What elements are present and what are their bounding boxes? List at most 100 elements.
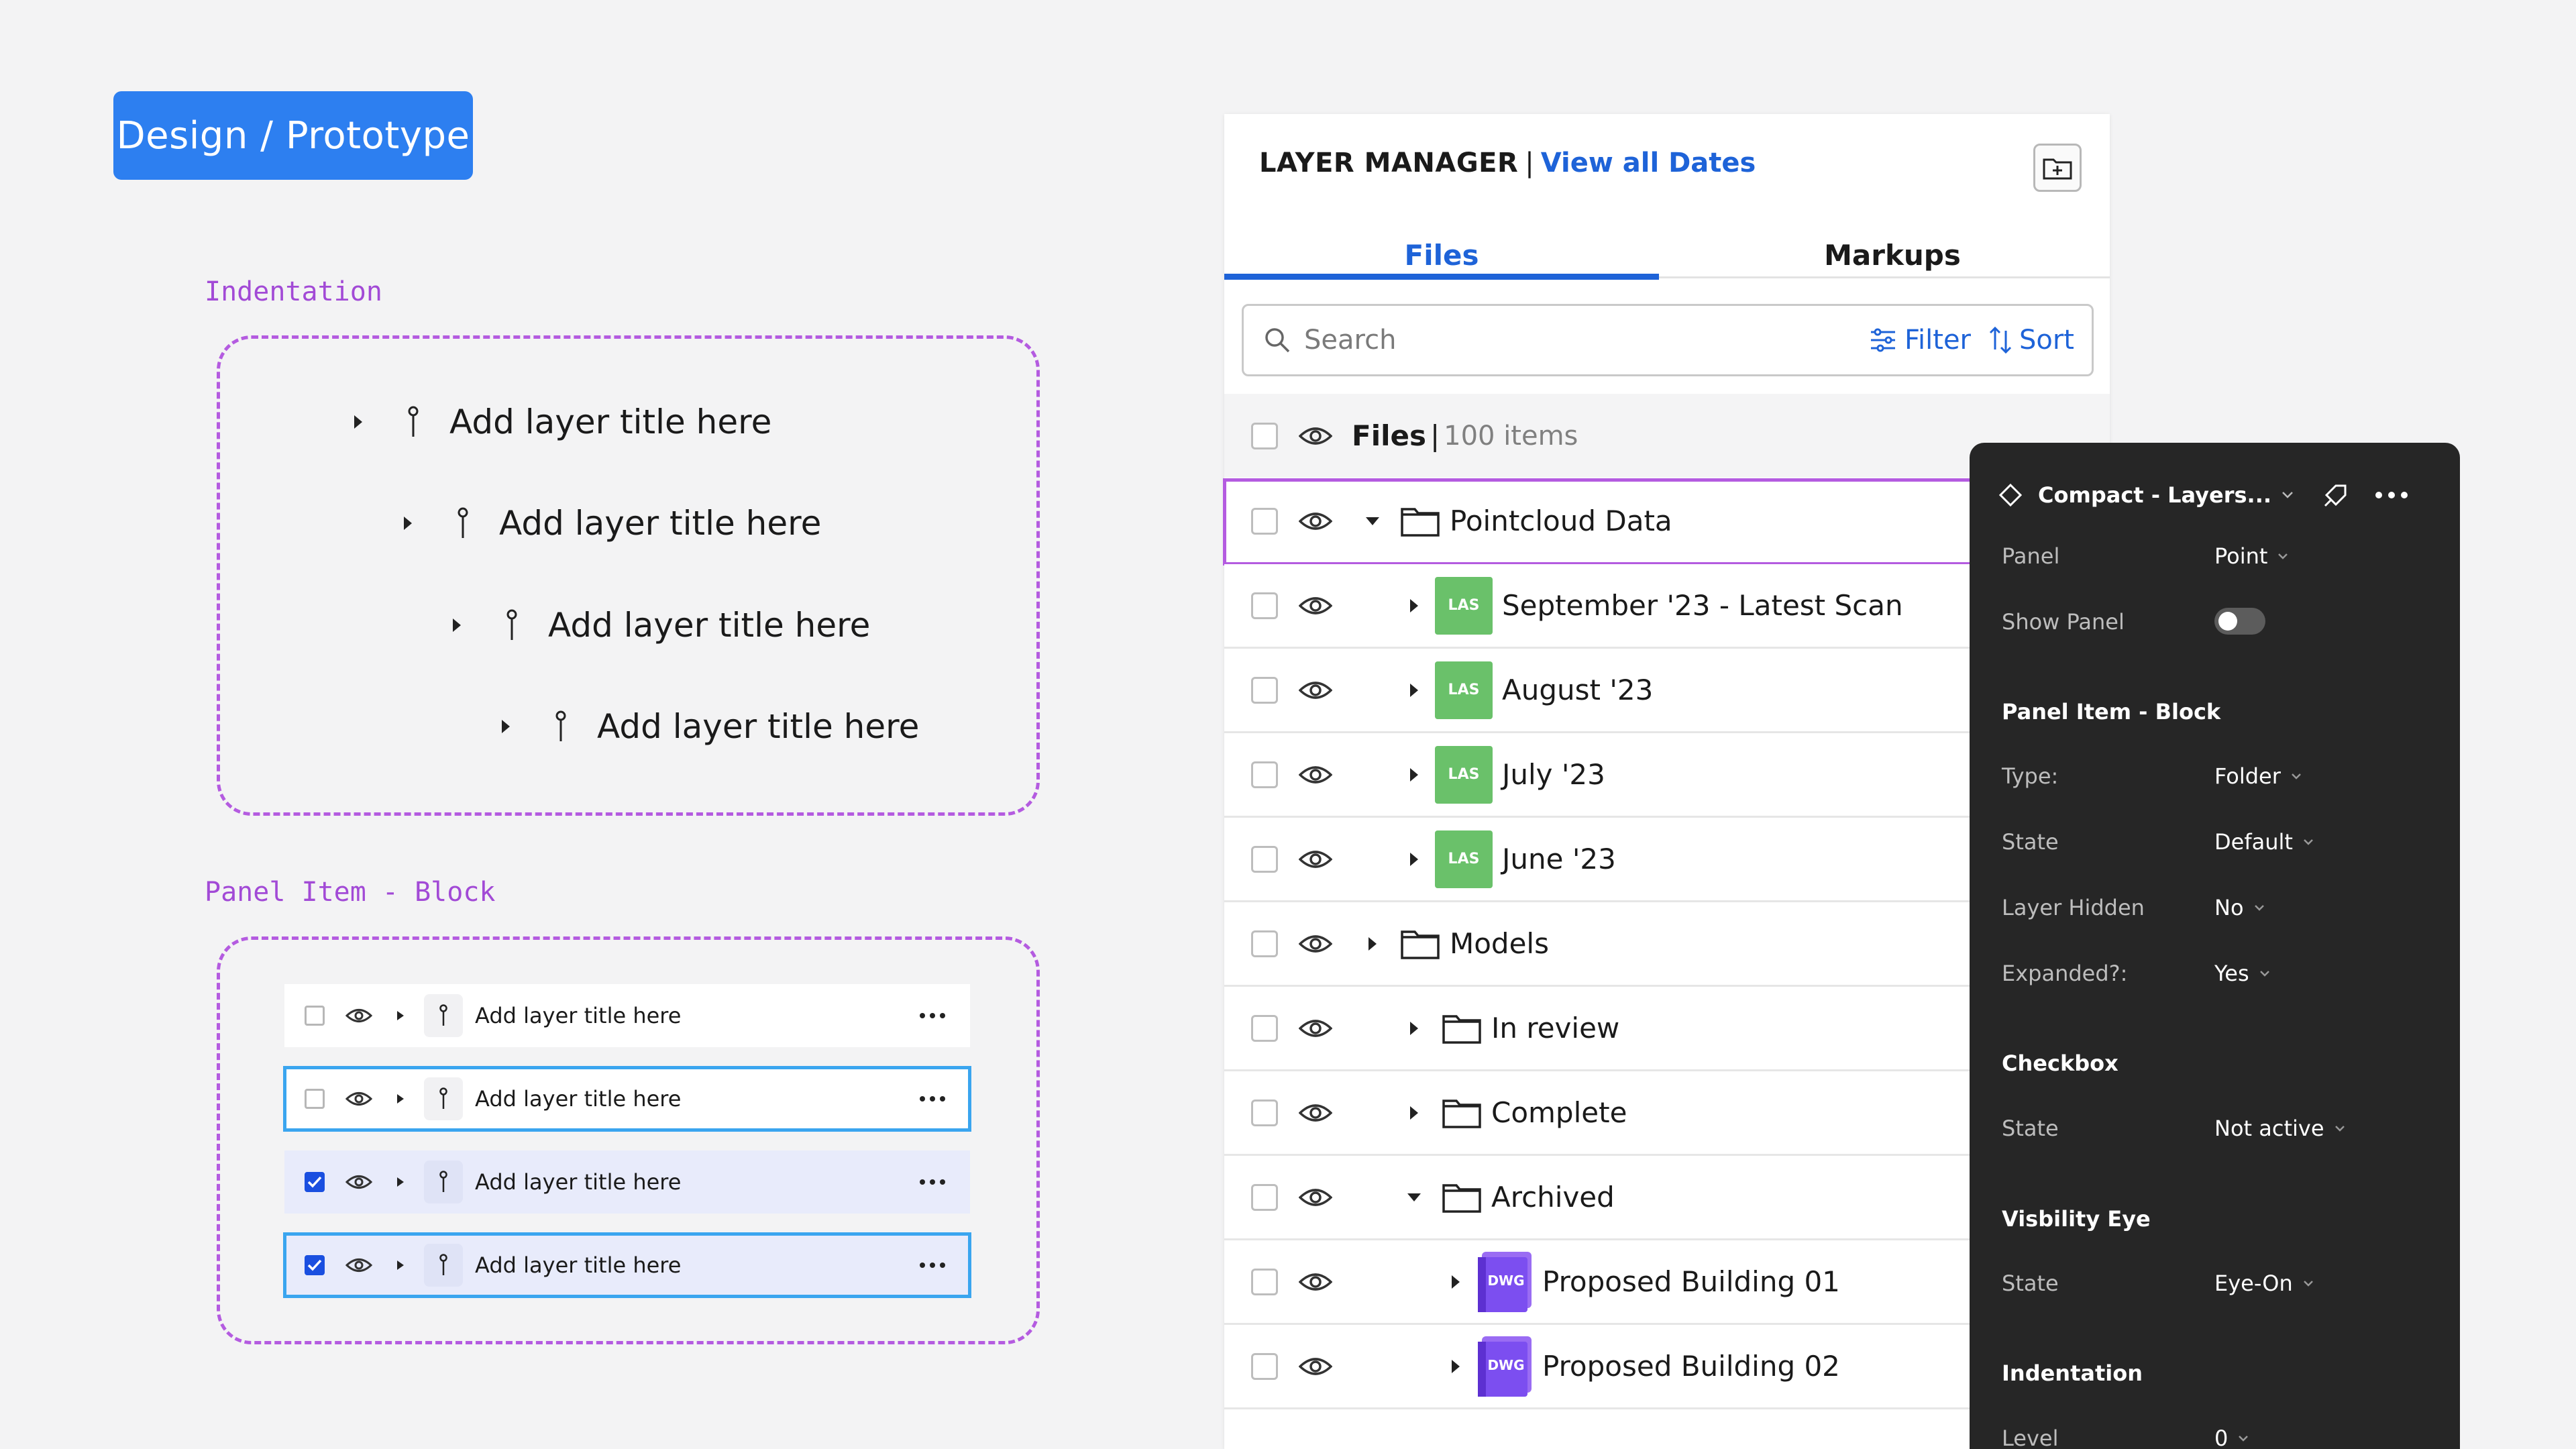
caret-right-icon[interactable] bbox=[390, 1006, 411, 1026]
view-all-dates-link[interactable]: View all Dates bbox=[1540, 148, 1756, 178]
tab-markups[interactable]: Markups bbox=[1824, 238, 1961, 272]
row-checkbox[interactable] bbox=[1251, 1014, 1278, 1042]
chevron-down-icon[interactable] bbox=[2281, 490, 2294, 500]
row-checkbox[interactable] bbox=[1251, 1268, 1278, 1295]
eye-icon[interactable] bbox=[1297, 1353, 1334, 1380]
panel-item-focused[interactable]: Add layer title here bbox=[283, 1066, 971, 1132]
filter-button[interactable]: Filter bbox=[1870, 325, 1971, 356]
panel-item-selected[interactable]: Add layer title here bbox=[284, 1150, 970, 1214]
layer-row[interactable]: Archived bbox=[1224, 1156, 2110, 1240]
detach-instance-icon[interactable] bbox=[2321, 480, 2351, 510]
layer-row[interactable]: LAS September '23 - Latest Scan bbox=[1224, 564, 2110, 649]
pin-icon bbox=[424, 1244, 463, 1287]
eye-icon[interactable] bbox=[1297, 1099, 1334, 1126]
indent-row-2[interactable]: Add layer title here bbox=[394, 496, 821, 550]
panel-item-title: Add layer title here bbox=[475, 1086, 682, 1112]
eye-icon[interactable] bbox=[342, 1252, 376, 1279]
checkbox-state-value[interactable]: Not active bbox=[2214, 1116, 2346, 1141]
more-options-icon[interactable] bbox=[2375, 491, 2408, 499]
eye-icon[interactable] bbox=[342, 1085, 376, 1112]
expanded-value[interactable]: Yes bbox=[2214, 961, 2271, 986]
eye-icon[interactable] bbox=[1297, 592, 1334, 619]
search-input[interactable]: Search bbox=[1304, 325, 1397, 356]
eye-icon[interactable] bbox=[1297, 846, 1334, 873]
las-tag: LAS bbox=[1435, 661, 1493, 719]
search-bar[interactable]: Search Filter Sort bbox=[1242, 304, 2094, 376]
eye-icon[interactable] bbox=[342, 1002, 376, 1029]
row-checkbox[interactable] bbox=[1251, 1099, 1278, 1126]
caret-right-icon[interactable] bbox=[1403, 1102, 1426, 1124]
layer-row[interactable]: Pointcloud Data bbox=[1223, 478, 2111, 566]
caret-right-icon[interactable] bbox=[443, 612, 470, 639]
more-options-icon[interactable] bbox=[912, 1252, 953, 1279]
panel-prop-value[interactable]: Point bbox=[2214, 543, 2289, 569]
layer-row[interactable]: LAS August '23 bbox=[1224, 649, 2110, 733]
checkbox-checked[interactable] bbox=[305, 1255, 325, 1275]
row-checkbox[interactable] bbox=[1251, 845, 1278, 873]
tab-files[interactable]: Files bbox=[1404, 238, 1479, 272]
type-value[interactable]: Folder bbox=[2214, 763, 2302, 789]
caret-down-icon[interactable] bbox=[1403, 1186, 1426, 1209]
layer-hidden-value[interactable]: No bbox=[2214, 895, 2265, 920]
caret-right-icon[interactable] bbox=[1403, 763, 1426, 786]
eye-icon[interactable] bbox=[1297, 761, 1334, 788]
panel-item-default[interactable]: Add layer title here bbox=[284, 984, 970, 1047]
caret-right-icon[interactable] bbox=[394, 510, 421, 537]
panel-item-selected-focused[interactable]: Add layer title here bbox=[283, 1232, 971, 1298]
eye-icon[interactable] bbox=[1297, 930, 1334, 957]
layer-row[interactable]: In review bbox=[1224, 987, 2110, 1071]
caret-right-icon[interactable] bbox=[390, 1172, 411, 1192]
layer-row[interactable]: Complete bbox=[1224, 1071, 2110, 1156]
caret-right-icon[interactable] bbox=[1403, 679, 1426, 702]
more-options-icon[interactable] bbox=[912, 1002, 953, 1029]
caret-right-icon[interactable] bbox=[1403, 594, 1426, 617]
eye-icon[interactable] bbox=[342, 1169, 376, 1195]
indent-row-4[interactable]: Add layer title here bbox=[492, 700, 919, 753]
row-checkbox[interactable] bbox=[1251, 1352, 1278, 1380]
select-all-checkbox[interactable] bbox=[1251, 422, 1278, 449]
component-name[interactable]: Compact - Layers... bbox=[2038, 482, 2271, 508]
show-panel-toggle[interactable] bbox=[2214, 608, 2265, 635]
layer-row[interactable]: Models bbox=[1224, 902, 2110, 987]
state-value[interactable]: Default bbox=[2214, 829, 2314, 855]
layer-row[interactable]: DWG Proposed Building 01 bbox=[1224, 1240, 2110, 1325]
indent-row-3[interactable]: Add layer title here bbox=[443, 598, 870, 652]
layer-row[interactable]: LAS June '23 bbox=[1224, 818, 2110, 902]
row-checkbox[interactable] bbox=[1251, 507, 1278, 535]
row-checkbox[interactable] bbox=[1251, 592, 1278, 619]
more-options-icon[interactable] bbox=[912, 1169, 953, 1195]
row-checkbox[interactable] bbox=[1251, 1183, 1278, 1211]
caret-right-icon[interactable] bbox=[390, 1255, 411, 1275]
checkbox-checked[interactable] bbox=[305, 1172, 325, 1192]
caret-right-icon[interactable] bbox=[1361, 932, 1384, 955]
row-checkbox[interactable] bbox=[1251, 761, 1278, 788]
folder-plus-icon bbox=[2043, 158, 2072, 180]
indent-row-1[interactable]: Add layer title here bbox=[345, 395, 771, 449]
caret-right-icon[interactable] bbox=[1444, 1355, 1467, 1378]
caret-right-icon[interactable] bbox=[390, 1089, 411, 1109]
eye-icon[interactable] bbox=[1297, 1269, 1334, 1295]
eye-icon[interactable] bbox=[1297, 423, 1334, 449]
layer-title: Proposed Building 02 bbox=[1542, 1350, 1840, 1383]
caret-right-icon[interactable] bbox=[1403, 1017, 1426, 1040]
sort-button[interactable]: Sort bbox=[1988, 325, 2074, 356]
checkbox[interactable] bbox=[305, 1089, 325, 1109]
layer-row[interactable]: DWG Proposed Building 02 bbox=[1224, 1325, 2110, 1409]
row-checkbox[interactable] bbox=[1251, 930, 1278, 957]
caret-right-icon[interactable] bbox=[1403, 848, 1426, 871]
caret-right-icon[interactable] bbox=[1444, 1271, 1467, 1293]
eye-state-value[interactable]: Eye-On bbox=[2214, 1271, 2314, 1296]
level-value[interactable]: 0 bbox=[2214, 1426, 2249, 1449]
checkbox[interactable] bbox=[305, 1006, 325, 1026]
caret-right-icon[interactable] bbox=[492, 713, 519, 740]
new-folder-button[interactable] bbox=[2033, 144, 2082, 192]
row-checkbox[interactable] bbox=[1251, 676, 1278, 704]
eye-icon[interactable] bbox=[1297, 1015, 1334, 1042]
eye-icon[interactable] bbox=[1297, 1184, 1334, 1211]
more-options-icon[interactable] bbox=[912, 1085, 953, 1112]
caret-right-icon[interactable] bbox=[345, 409, 372, 435]
eye-icon[interactable] bbox=[1297, 508, 1334, 535]
caret-down-icon[interactable] bbox=[1361, 510, 1384, 533]
layer-row[interactable]: LAS July '23 bbox=[1224, 733, 2110, 818]
eye-icon[interactable] bbox=[1297, 677, 1334, 704]
